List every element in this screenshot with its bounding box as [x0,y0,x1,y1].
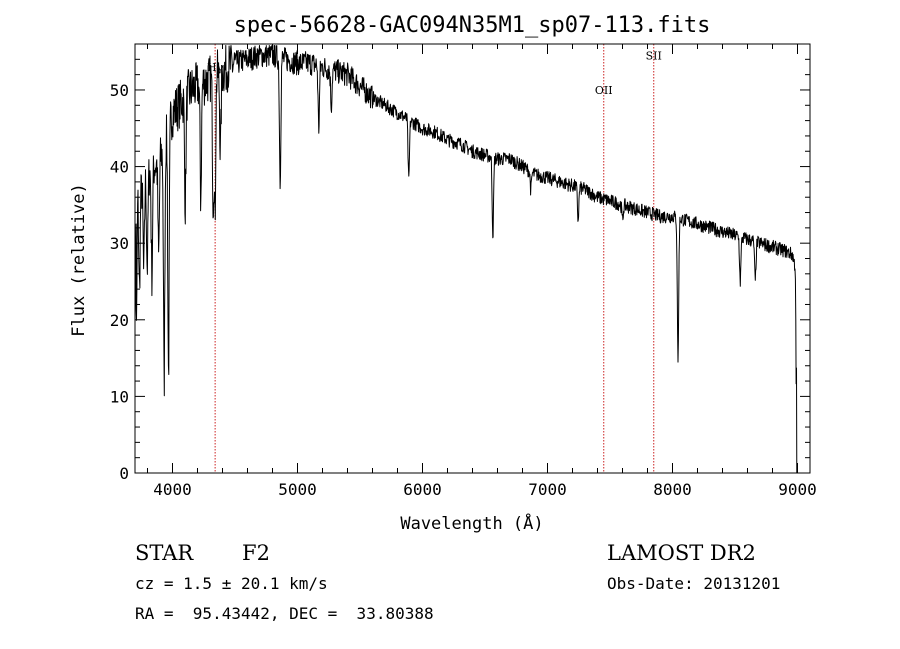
redshift-text: cz = 1.5 ± 20.1 km/s [135,574,328,593]
x-tick-label: 5000 [278,480,317,499]
x-axis-label: Wavelength (Å) [400,512,543,534]
object-class: STAR [135,541,194,565]
marker-label: OII [595,84,613,97]
y-tick-label: 10 [110,387,129,406]
plot-frame [134,43,811,474]
y-tick-label: 0 [119,464,129,483]
x-tick-label: 6000 [403,480,442,499]
spectrum-line [134,45,798,474]
coords-text: RA = 95.43442, DEC = 33.80388 [135,604,434,623]
obs-date-text: Obs-Date: 20131201 [607,574,780,593]
tick-layer: 4000 5000 6000 7000 8000 9000 0 10 20 30 40 50 [110,44,817,499]
y-tick-label: 40 [110,158,129,177]
y-axis-label: Flux (relative) [69,183,89,337]
x-tick-label: 9000 [778,480,817,499]
x-tick-label: 7000 [528,480,567,499]
chart-title: spec-56628-GAC094N35M1_sp07-113.fits [234,13,711,38]
y-tick-label: 20 [110,311,129,330]
object-subclass: F2 [242,541,270,565]
x-tick-label: 4000 [153,480,192,499]
marker-layer [214,44,655,473]
y-tick-label: 50 [110,81,129,100]
y-tick-label: 30 [110,234,129,253]
survey-name: LAMOST DR2 [607,541,756,565]
marker-label-layer: Hγ OII SII [207,49,662,96]
x-tick-label: 8000 [653,480,692,499]
marker-label: SII [646,49,662,62]
marker-label: Hγ [207,61,224,74]
